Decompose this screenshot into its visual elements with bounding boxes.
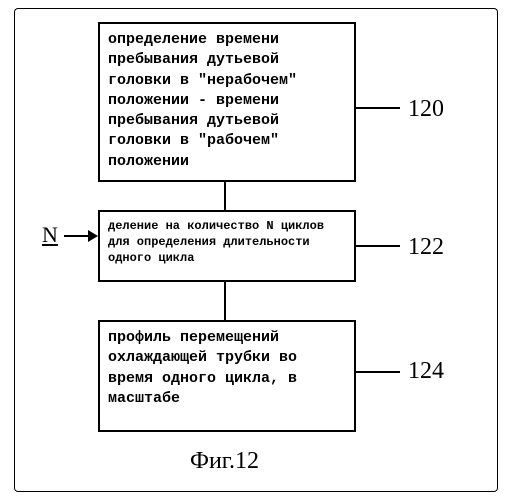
input-arrow-head-icon <box>88 230 98 242</box>
step-124-text: профиль перемещений охлаждающей трубки в… <box>108 329 297 407</box>
leader-line-124 <box>356 371 400 373</box>
step-box-120: определение времени пребывания дутьевой … <box>98 22 356 182</box>
input-arrow-line <box>64 235 90 237</box>
caption-text: Фиг.12 <box>190 448 259 474</box>
ref-label-124: 124 <box>408 358 444 385</box>
connector-120-122 <box>224 182 226 210</box>
step-box-124: профиль перемещений охлаждающей трубки в… <box>98 320 356 432</box>
ref-120-text: 120 <box>408 96 444 122</box>
input-n-label: N <box>42 222 58 248</box>
ref-124-text: 124 <box>408 358 444 384</box>
diagram-container: определение времени пребывания дутьевой … <box>0 0 512 500</box>
ref-122-text: 122 <box>408 234 444 260</box>
ref-label-122: 122 <box>408 234 444 261</box>
leader-line-122 <box>356 245 400 247</box>
input-n-text: N <box>42 222 58 247</box>
figure-caption: Фиг.12 <box>190 448 259 475</box>
ref-label-120: 120 <box>408 96 444 123</box>
step-120-text: определение времени пребывания дутьевой … <box>108 31 297 170</box>
connector-122-124 <box>224 282 226 320</box>
step-box-122: деление на количество N циклов для опред… <box>98 210 356 282</box>
leader-line-120 <box>356 107 400 109</box>
step-122-text: деление на количество N циклов для опред… <box>108 219 324 265</box>
